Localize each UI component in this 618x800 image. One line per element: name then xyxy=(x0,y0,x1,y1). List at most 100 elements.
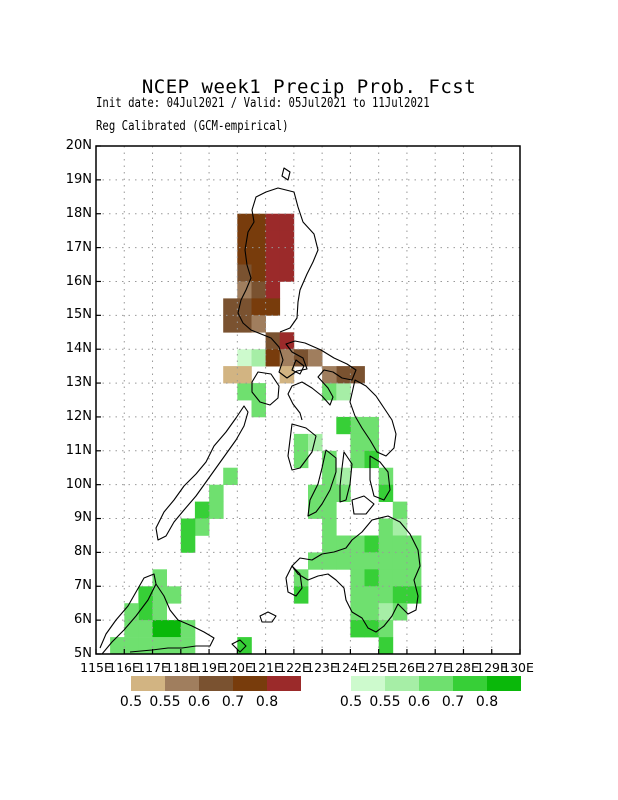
dry-prob-cell xyxy=(265,281,281,299)
wet-prob-cell xyxy=(378,569,394,587)
page-title: NCEP week1 Precip Prob. Fcst xyxy=(141,76,477,98)
lon-label: 122E xyxy=(278,660,310,675)
samar-coast xyxy=(349,379,397,457)
wet-prob-cell xyxy=(392,518,408,536)
wet-prob-cell xyxy=(392,569,408,587)
dry-prob-cell xyxy=(223,366,238,384)
wet-prob-cell xyxy=(364,586,379,604)
probability-cells xyxy=(110,213,422,655)
dry-prob-cell xyxy=(237,281,252,299)
wet-prob-cell xyxy=(350,433,365,452)
wet-prob-cell xyxy=(378,518,394,536)
borneo-coast xyxy=(99,573,215,655)
wet-prob-cell xyxy=(124,637,139,655)
wet-prob-cell xyxy=(110,637,125,655)
wet-prob-cell xyxy=(180,535,196,553)
lat-label: 7N xyxy=(74,578,92,593)
wet-prob-cell xyxy=(166,620,182,638)
wet-prob-cell xyxy=(364,450,379,469)
wet-prob-cell xyxy=(336,467,351,485)
wet-prob-cell xyxy=(293,433,309,452)
leyte-coast xyxy=(369,455,391,501)
wet-prob-cell xyxy=(237,383,252,401)
wet-prob-cell xyxy=(138,586,153,604)
wet-prob-cell xyxy=(251,349,266,367)
dry-prob-cell xyxy=(223,298,238,316)
lat-label: 10N xyxy=(65,477,92,492)
dry-prob-cell xyxy=(251,298,266,316)
legend-swatch-dry xyxy=(233,676,267,691)
wet-prob-cell xyxy=(406,535,422,553)
lon-label: 128E xyxy=(447,660,479,675)
wet-prob-cell xyxy=(364,603,379,621)
wet-prob-cell xyxy=(322,535,337,553)
wet-prob-cell xyxy=(138,637,153,655)
wet-prob-cell xyxy=(336,552,351,570)
lat-label: 12N xyxy=(65,409,92,424)
wet-prob-cell xyxy=(237,349,252,367)
legend-label-wet: 0.7 xyxy=(441,694,465,710)
lon-label: 123E xyxy=(306,660,338,675)
legend-label-dry: 0.6 xyxy=(187,694,211,710)
lat-label: 16N xyxy=(65,274,92,289)
lat-label: 5N xyxy=(74,646,92,661)
legend-label-wet: 0.55 xyxy=(369,694,401,710)
wet-prob-cell xyxy=(308,552,323,570)
dry-prob-cell xyxy=(251,315,266,333)
axis-ticks xyxy=(95,145,521,655)
wet-prob-cell xyxy=(336,535,351,553)
wet-prob-cell xyxy=(350,450,365,469)
wet-prob-cell xyxy=(308,501,323,519)
wet-prob-cell xyxy=(194,518,210,536)
lon-label: 116E xyxy=(108,660,140,675)
lon-label: 127E xyxy=(419,660,451,675)
wet-prob-cell xyxy=(209,501,224,519)
wet-prob-cell xyxy=(406,586,422,604)
wet-prob-cell xyxy=(180,637,196,655)
wet-prob-cell xyxy=(406,552,422,570)
wet-prob-cell xyxy=(378,467,394,485)
wet-prob-cell xyxy=(124,603,139,621)
wet-prob-cell xyxy=(293,450,309,469)
dry-prob-cell xyxy=(350,366,365,384)
mindanao-coast xyxy=(291,515,421,633)
small-island-1 xyxy=(259,611,277,623)
wet-prob-cell xyxy=(392,586,408,604)
map-frame xyxy=(95,145,521,655)
wet-prob-cell xyxy=(293,586,309,604)
lon-label: 117E xyxy=(137,660,169,675)
mindoro-coast xyxy=(251,371,280,406)
legend-swatch-dry xyxy=(165,676,199,691)
dry-prob-cell xyxy=(265,230,281,248)
dry-prob-cell xyxy=(251,247,266,265)
legend-label-dry: 0.8 xyxy=(255,694,279,710)
dry-prob-cell xyxy=(279,349,295,367)
dry-prob-cell xyxy=(279,264,295,282)
dry-prob-cell xyxy=(308,349,323,367)
wet-prob-cell xyxy=(392,535,408,553)
legend-swatch-dry xyxy=(131,676,165,691)
wet-prob-cell xyxy=(152,586,167,604)
lon-label: 130E xyxy=(502,660,534,675)
legend-swatch-wet xyxy=(487,676,521,691)
lat-label: 6N xyxy=(74,612,92,627)
wet-prob-cell xyxy=(350,620,365,638)
wet-prob-cell xyxy=(194,501,210,519)
zamboanga-coast xyxy=(285,565,303,597)
wet-prob-cell xyxy=(138,620,153,638)
dry-prob-cell xyxy=(251,213,266,231)
wet-prob-cell xyxy=(378,484,394,502)
wet-prob-cell xyxy=(251,383,266,401)
map-gridlines xyxy=(96,146,520,654)
lon-label: 124E xyxy=(334,660,366,675)
wet-prob-cell xyxy=(251,400,266,418)
wet-prob-cell xyxy=(308,433,323,452)
wet-prob-cell xyxy=(336,383,351,401)
dry-prob-cell xyxy=(223,315,238,333)
wet-prob-cell xyxy=(364,552,379,570)
legend-swatch-wet xyxy=(351,676,385,691)
dry-prob-cell xyxy=(265,332,281,350)
dry-prob-cell xyxy=(237,247,252,265)
lon-label: 121E xyxy=(250,660,282,675)
